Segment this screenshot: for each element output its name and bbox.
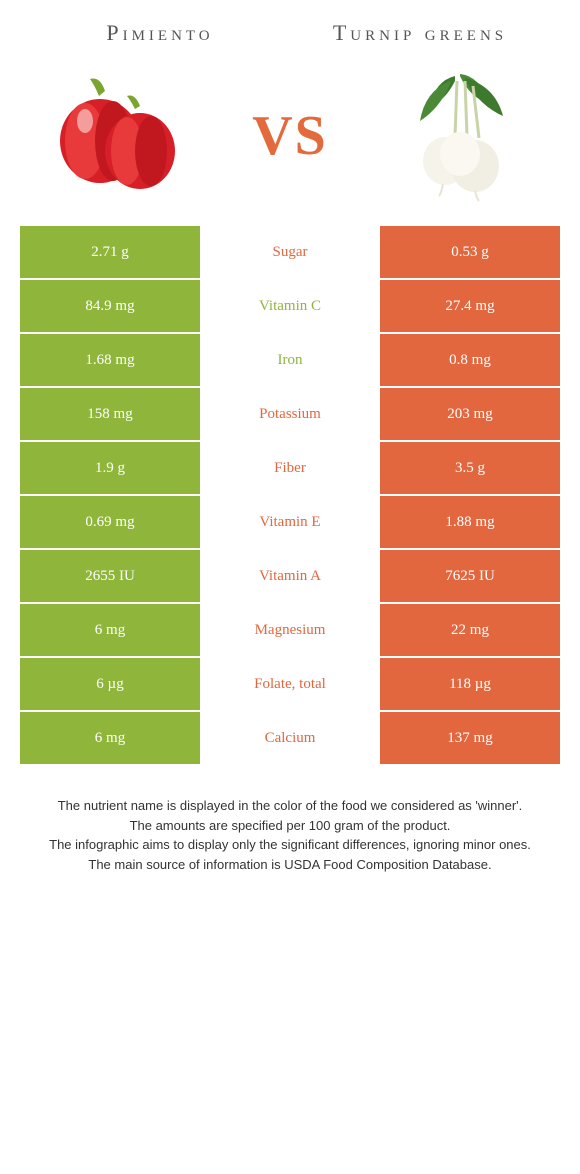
nutrient-left-value: 1.68 mg bbox=[20, 334, 200, 386]
nutrient-label: Vitamin C bbox=[200, 280, 380, 332]
nutrient-label: Iron bbox=[200, 334, 380, 386]
header-right: Turnip greens bbox=[290, 20, 550, 46]
header: Pimiento Turnip greens bbox=[0, 0, 580, 56]
footer-line: The nutrient name is displayed in the co… bbox=[40, 796, 540, 816]
nutrient-row: 6 mgCalcium137 mg bbox=[20, 712, 560, 766]
nutrient-left-value: 6 mg bbox=[20, 604, 200, 656]
nutrient-right-value: 7625 IU bbox=[380, 550, 560, 602]
nutrient-left-value: 84.9 mg bbox=[20, 280, 200, 332]
nutrient-row: 1.9 gFiber3.5 g bbox=[20, 442, 560, 496]
nutrient-right-value: 137 mg bbox=[380, 712, 560, 764]
nutrient-label: Folate, total bbox=[200, 658, 380, 710]
nutrient-left-value: 0.69 mg bbox=[20, 496, 200, 548]
nutrient-left-value: 2.71 g bbox=[20, 226, 200, 278]
footer-line: The main source of information is USDA F… bbox=[40, 855, 540, 875]
nutrient-table: 2.71 gSugar0.53 g84.9 mgVitamin C27.4 mg… bbox=[20, 226, 560, 766]
turnip-greens-image bbox=[380, 66, 540, 206]
pimiento-image bbox=[40, 66, 200, 206]
nutrient-row: 1.68 mgIron0.8 mg bbox=[20, 334, 560, 388]
footer-line: The amounts are specified per 100 gram o… bbox=[40, 816, 540, 836]
nutrient-label: Vitamin E bbox=[200, 496, 380, 548]
nutrient-row: 2.71 gSugar0.53 g bbox=[20, 226, 560, 280]
nutrient-right-value: 22 mg bbox=[380, 604, 560, 656]
nutrient-row: 6 µgFolate, total118 µg bbox=[20, 658, 560, 712]
nutrient-row: 158 mgPotassium203 mg bbox=[20, 388, 560, 442]
nutrient-label: Calcium bbox=[200, 712, 380, 764]
header-left: Pimiento bbox=[30, 20, 290, 46]
nutrient-label: Vitamin A bbox=[200, 550, 380, 602]
nutrient-right-value: 0.53 g bbox=[380, 226, 560, 278]
footer-line: The infographic aims to display only the… bbox=[40, 835, 540, 855]
nutrient-row: 2655 IUVitamin A7625 IU bbox=[20, 550, 560, 604]
nutrient-left-value: 158 mg bbox=[20, 388, 200, 440]
nutrient-right-value: 3.5 g bbox=[380, 442, 560, 494]
nutrient-row: 0.69 mgVitamin E1.88 mg bbox=[20, 496, 560, 550]
nutrient-label: Magnesium bbox=[200, 604, 380, 656]
footer: The nutrient name is displayed in the co… bbox=[0, 766, 580, 904]
nutrient-right-value: 27.4 mg bbox=[380, 280, 560, 332]
nutrient-left-value: 2655 IU bbox=[20, 550, 200, 602]
nutrient-right-value: 118 µg bbox=[380, 658, 560, 710]
food-title-left: Pimiento bbox=[30, 20, 290, 46]
nutrient-left-value: 6 mg bbox=[20, 712, 200, 764]
nutrient-row: 84.9 mgVitamin C27.4 mg bbox=[20, 280, 560, 334]
images-row: VS bbox=[0, 56, 580, 226]
nutrient-row: 6 mgMagnesium22 mg bbox=[20, 604, 560, 658]
food-title-right: Turnip greens bbox=[290, 20, 550, 46]
nutrient-left-value: 6 µg bbox=[20, 658, 200, 710]
nutrient-label: Fiber bbox=[200, 442, 380, 494]
nutrient-right-value: 1.88 mg bbox=[380, 496, 560, 548]
nutrient-right-value: 203 mg bbox=[380, 388, 560, 440]
nutrient-label: Potassium bbox=[200, 388, 380, 440]
nutrient-right-value: 0.8 mg bbox=[380, 334, 560, 386]
vs-label: VS bbox=[252, 104, 328, 168]
nutrient-label: Sugar bbox=[200, 226, 380, 278]
nutrient-left-value: 1.9 g bbox=[20, 442, 200, 494]
